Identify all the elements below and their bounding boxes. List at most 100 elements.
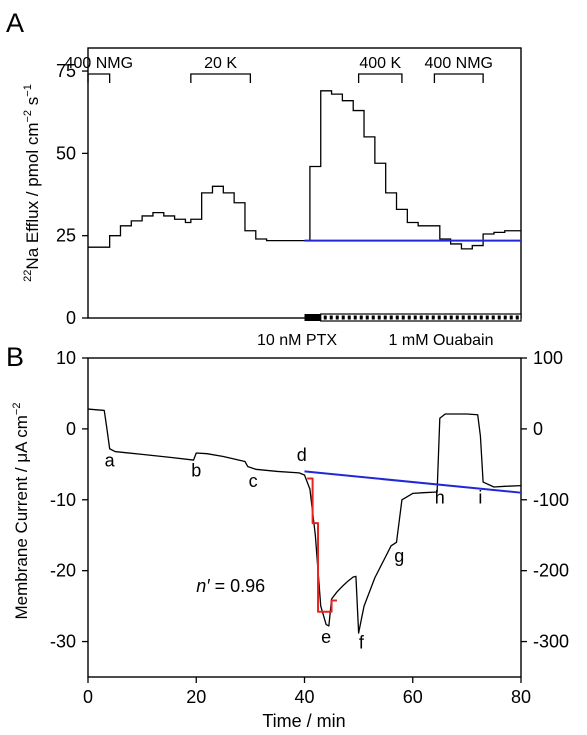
efflux-step-trace (88, 90, 521, 250)
panel-a-treatment-bars (304, 313, 522, 322)
x-tick-label: 0 (83, 687, 93, 707)
point-label: g (394, 546, 404, 566)
condition-bracket (433, 73, 484, 83)
panel-a-series (88, 90, 521, 250)
ptx-treatment-bar (304, 314, 321, 321)
ouabain-bar-dash (503, 315, 507, 320)
panel-a-y-axis-label: 22Na Efflux / pmol cm−2 s−1 (22, 84, 42, 282)
condition-bracket-label: 400 K (359, 55, 401, 72)
panel-b-label: B (6, 342, 24, 372)
right-y-tick-label: 0 (533, 419, 543, 439)
ouabain-bar-dash (509, 315, 513, 320)
ouabain-bar-dash (341, 315, 345, 320)
right-y-tick-label: -300 (533, 632, 569, 652)
y-tick-label: 75 (56, 61, 76, 81)
panel-a-chart: A 0 25 50 75 400 NMG 20 K 400 K 400 NMG 10 nM … (6, 8, 522, 349)
panel-b-right-y-ticks: 100 0 -100 -200 -300 (521, 348, 569, 652)
ouabain-bar-dash (479, 315, 483, 320)
ouabain-bar-dash (437, 315, 441, 320)
y-label-mid: s (23, 97, 42, 110)
y-label-current: Membrane Current / μA cm (12, 415, 31, 619)
y-tick-label: 25 (56, 226, 76, 246)
ouabain-bar-dash (485, 315, 489, 320)
panel-a-y-ticks: 0 25 50 75 (56, 61, 88, 328)
current-trace (87, 408, 522, 634)
ouabain-bar-dash (431, 315, 435, 320)
y-label-isotope: 22 (22, 270, 34, 282)
ouabain-bar-dash (335, 315, 339, 320)
panel-b-point-labels: a b c d e f g h i (105, 445, 483, 653)
baseline-line (304, 470, 522, 494)
ouabain-bar-dash (323, 315, 327, 320)
condition-bracket (190, 73, 252, 83)
y-label-current-exp: −2 (11, 403, 23, 416)
x-tick-label: 80 (511, 687, 531, 707)
ouabain-bar-dash (515, 315, 519, 320)
ouabain-bar-dash (425, 315, 429, 320)
panel-b-series (87, 408, 522, 634)
point-label: h (435, 487, 445, 507)
ouabain-bar-dash (461, 315, 465, 320)
ouabain-bar-dash (347, 315, 351, 320)
ouabain-bar-dash (497, 315, 501, 320)
ouabain-bar-dash (329, 315, 333, 320)
ouabain-bar-dash (449, 315, 453, 320)
y-label-main: Na Efflux / pmol cm (23, 123, 42, 270)
y-tick-label: 50 (56, 143, 76, 163)
panel-b-plot-frame (87, 357, 522, 678)
ouabain-bar-dash (389, 315, 393, 320)
treatment-label-ouabain: 1 mM Ouabain (389, 332, 494, 349)
ouabain-bar-dash (371, 315, 375, 320)
ouabain-bar-dash (359, 315, 363, 320)
condition-bracket (357, 73, 403, 83)
treatment-label-ptx: 10 nM PTX (257, 332, 337, 349)
point-label: e (321, 627, 331, 647)
panel-a-condition-brackets: 400 NMG 20 K 400 K 400 NMG (65, 55, 493, 83)
point-label: c (249, 471, 258, 491)
ouabain-bar-dash (383, 315, 387, 320)
y-label-exp1: −2 (22, 110, 34, 123)
ouabain-bar-dash (491, 315, 495, 320)
ouabain-bar-dash (401, 315, 405, 320)
ouabain-bar-dash (443, 315, 447, 320)
annotation-value: = 0.96 (210, 576, 266, 596)
ouabain-bar-dash (365, 315, 369, 320)
fit-step-trace (307, 477, 337, 613)
left-y-tick-label: 10 (56, 348, 76, 368)
panel-b-left-y-ticks: 10 0 -10 -20 -30 (50, 348, 88, 652)
ouabain-bar-dash (407, 315, 411, 320)
ouabain-bar-dash (353, 315, 357, 320)
left-y-tick-label: -30 (50, 632, 76, 652)
x-tick-label: 20 (186, 687, 206, 707)
ouabain-bar-dash (455, 315, 459, 320)
annotation-symbol: n′ (196, 576, 210, 596)
panel-b-x-axis-label: Time / min (262, 711, 345, 731)
left-y-tick-label: -20 (50, 561, 76, 581)
condition-bracket-label: 400 NMG (65, 55, 133, 72)
panel-b-x-ticks: 0 20 40 60 80 (83, 677, 531, 707)
point-label: f (359, 633, 365, 653)
right-y-tick-label: -200 (533, 561, 569, 581)
panel-a-plot-frame (87, 47, 522, 319)
point-label: b (191, 460, 201, 480)
condition-bracket-label: 20 K (204, 55, 237, 72)
left-y-tick-label: -10 (50, 490, 76, 510)
right-y-tick-label: 100 (533, 348, 563, 368)
hill-coefficient-annotation: n′ = 0.96 (196, 576, 265, 596)
point-label: a (105, 450, 116, 470)
x-tick-label: 40 (294, 687, 314, 707)
ouabain-bar-dash (419, 315, 423, 320)
x-tick-label: 60 (403, 687, 423, 707)
ouabain-bar-dash (413, 315, 417, 320)
point-label: d (297, 445, 307, 465)
y-label-exp2: −1 (22, 84, 34, 97)
y-tick-label: 0 (66, 308, 76, 328)
point-label: i (478, 487, 482, 507)
condition-bracket (87, 73, 111, 83)
ouabain-bar-dash (377, 315, 381, 320)
ouabain-bar-dash (473, 315, 477, 320)
panel-a-label: A (6, 8, 24, 38)
ouabain-bar-dash (467, 315, 471, 320)
